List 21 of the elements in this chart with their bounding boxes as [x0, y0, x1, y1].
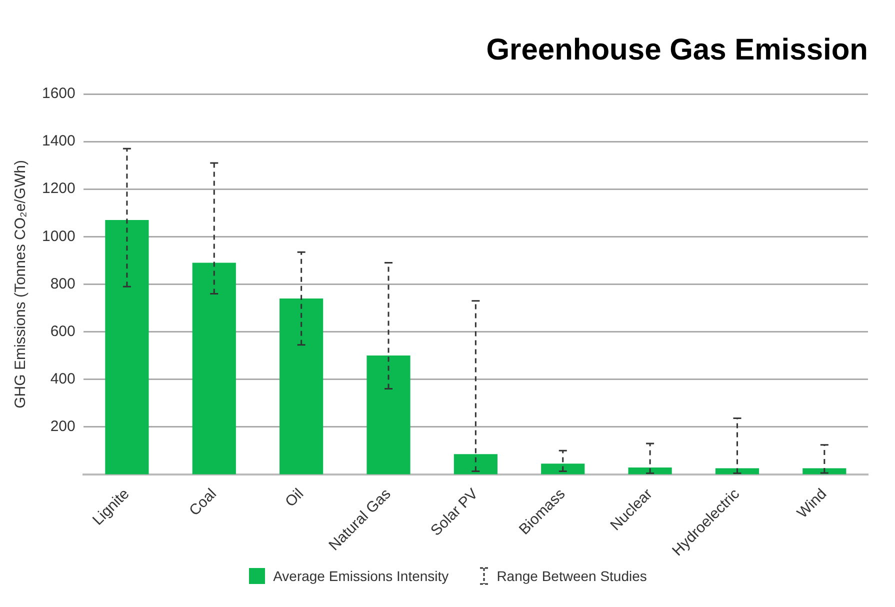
bar [105, 220, 149, 474]
bar [280, 298, 324, 474]
y-tick-label: 200 [50, 418, 76, 435]
bar [715, 468, 760, 474]
y-tick-label: 1600 [42, 85, 76, 102]
bar [541, 464, 585, 474]
bar [366, 356, 410, 474]
bar [802, 468, 846, 474]
x-tick-label: Oil [282, 485, 308, 510]
y-tick-label: 1200 [42, 180, 76, 198]
bar [192, 262, 236, 474]
y-tick-label: 1000 [42, 228, 76, 245]
chart-title: Greenhouse Gas Emission [486, 33, 868, 66]
y-tick-label: 1400 [42, 132, 76, 150]
y-tick-label: 400 [50, 370, 76, 388]
y-axis-title: GHG Emissions (Tonnes CO₂e/GWh) [12, 160, 30, 408]
y-tick-label: 600 [50, 322, 76, 340]
text: Range Between Studies [496, 568, 647, 584]
bar [454, 454, 498, 474]
y-tick-label: 800 [50, 275, 76, 292]
legend-label: Average Emissions Intensity [273, 568, 449, 584]
